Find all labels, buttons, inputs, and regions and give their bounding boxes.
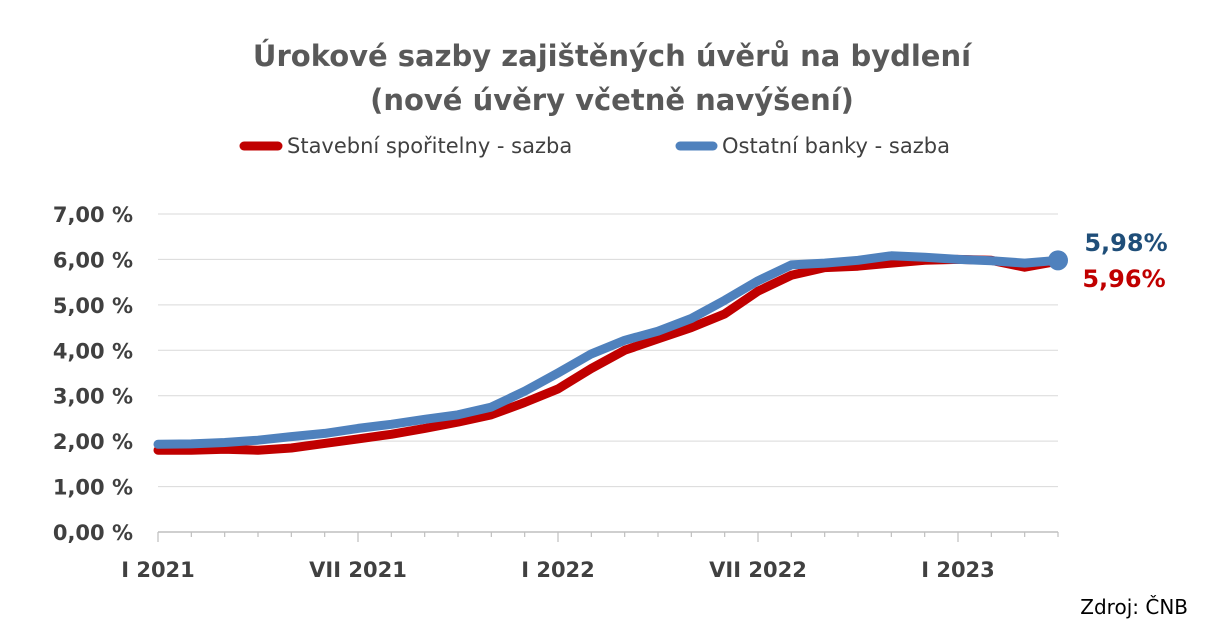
y-tick-label: 6,00 % [53, 248, 133, 272]
series-lines [153, 250, 1068, 455]
chart-subtitle: (nové úvěry včetně navýšení) [370, 83, 854, 117]
end-label-stavebni: 5,96% [1082, 265, 1165, 293]
y-tick-label: 2,00 % [53, 430, 133, 454]
y-axis: 0,00 % 1,00 % 2,00 % 3,00 % 4,00 % 5,00 % 6,00… [53, 203, 133, 545]
x-axis: I 2021 VII 2021 I 2022 VII 2022 I 2023 [121, 531, 1059, 582]
y-tick-label: 7,00 % [53, 203, 133, 227]
series-line-1 [153, 251, 1063, 449]
source-note: Zdroj: ČNB [1080, 595, 1188, 619]
legend: Stavební spořitelny - sazba Ostatní bank… [239, 134, 950, 158]
y-tick-label: 5,00 % [53, 294, 133, 318]
x-tick-label: VII 2021 [309, 558, 407, 582]
legend-label-stavebni: Stavební spořitelny - sazba [287, 134, 572, 158]
y-tick-label: 3,00 % [53, 385, 133, 409]
x-tick-label: VII 2022 [709, 558, 807, 582]
series-line-0 [153, 254, 1063, 455]
x-tick-label: I 2022 [521, 558, 595, 582]
chart-title: Úrokové sazby zajištěných úvěrů na bydle… [253, 39, 973, 73]
y-tick-label: 4,00 % [53, 339, 133, 363]
y-tick-label: 0,00 % [53, 521, 133, 545]
series-end-marker [1048, 250, 1068, 271]
x-tick-label: I 2023 [921, 558, 995, 582]
end-label-ostatni: 5,98% [1084, 229, 1167, 257]
legend-label-ostatni: Ostatní banky - sazba [722, 134, 950, 158]
x-tick-label: I 2021 [121, 558, 195, 582]
y-tick-label: 1,00 % [53, 476, 133, 500]
